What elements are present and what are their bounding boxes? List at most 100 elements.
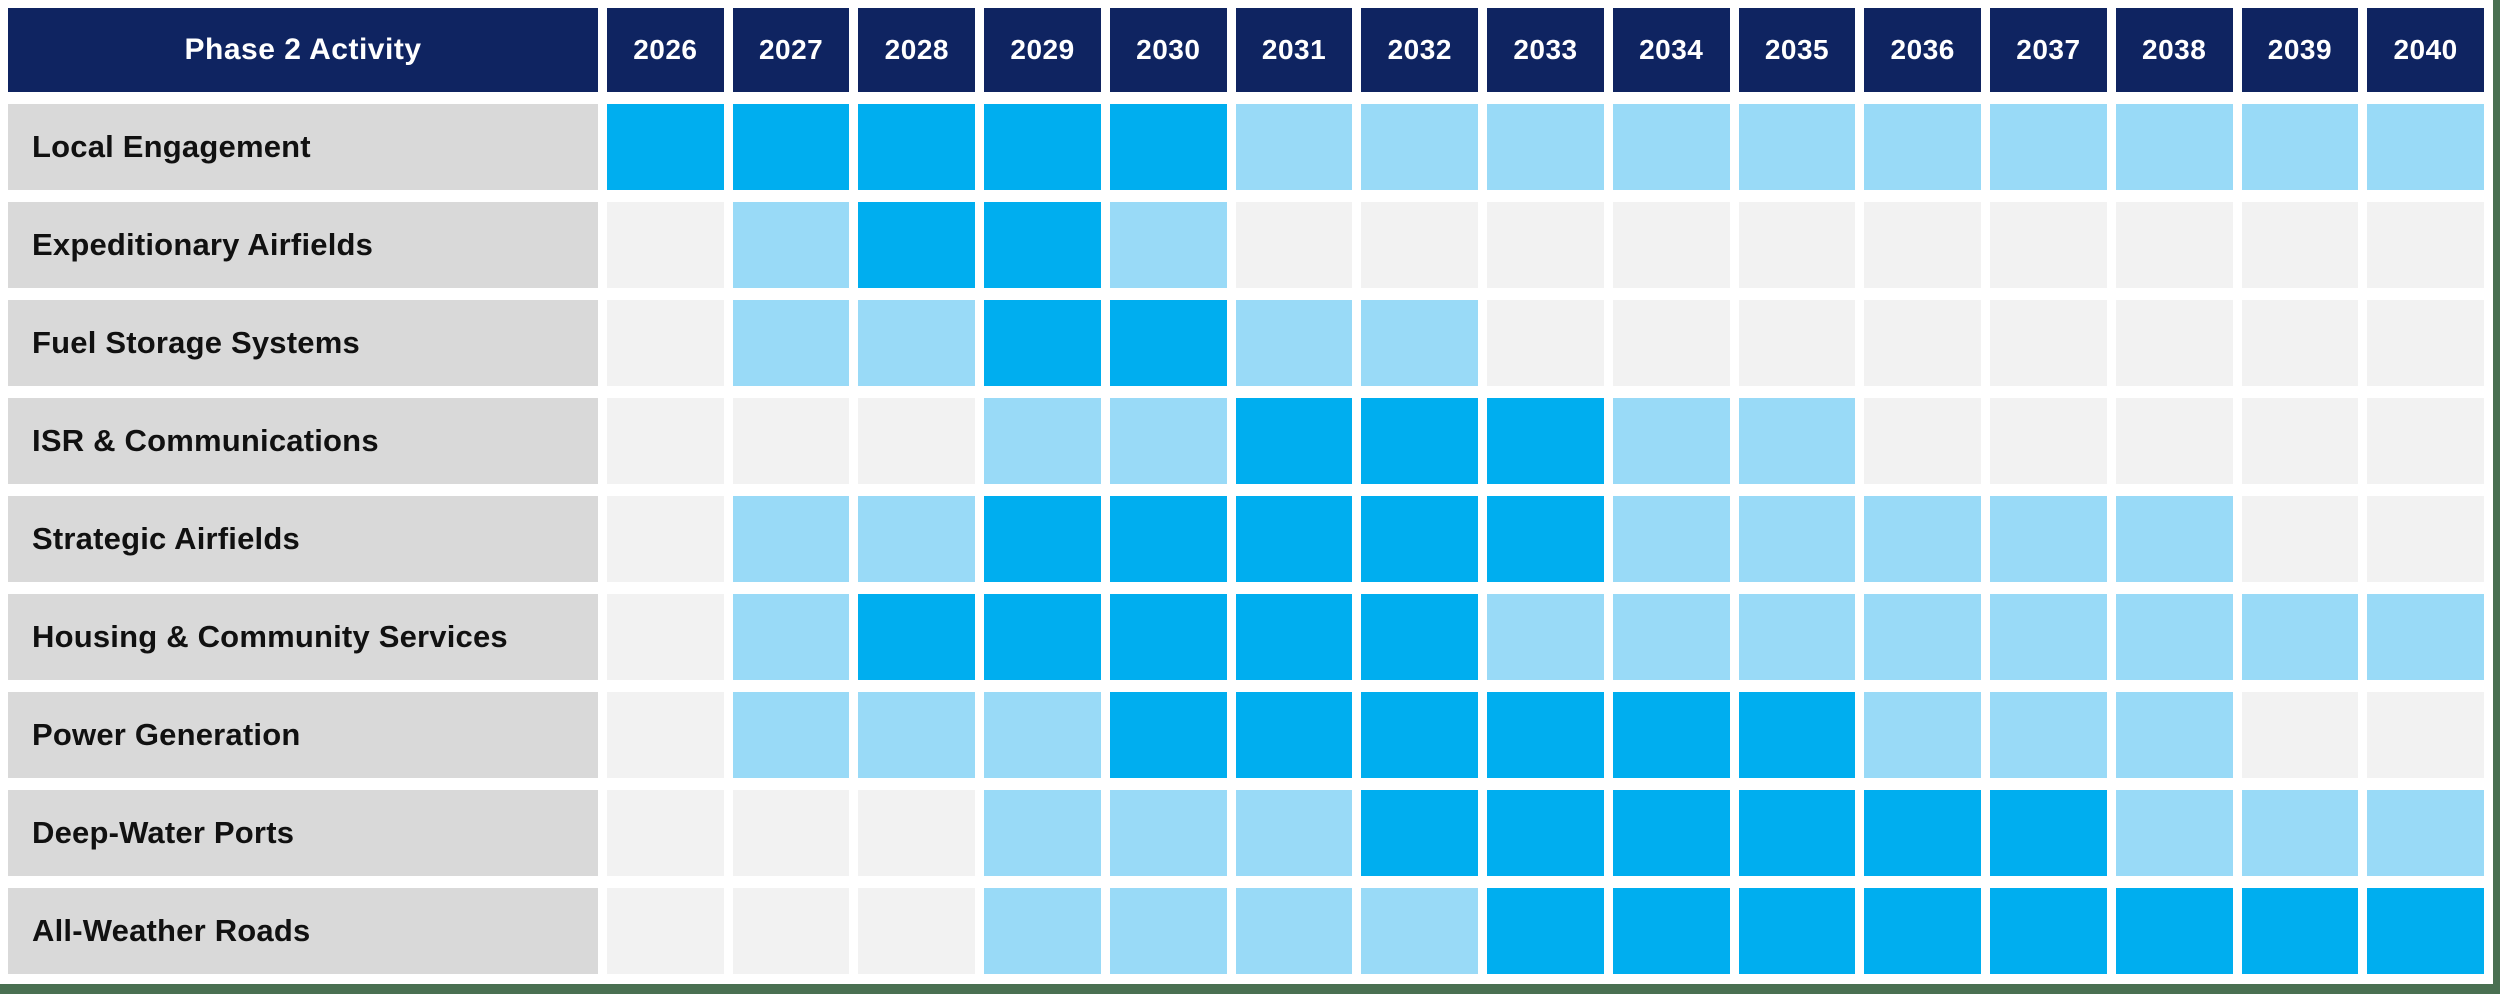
grid-cell-strategic-airfields-2035: [1738, 496, 1856, 582]
grid-cell-isr-communications-2035: [1738, 398, 1856, 484]
year-header-2032: 2032: [1361, 8, 1479, 92]
grid-cell-isr-communications-2026: [607, 398, 724, 484]
grid-cell-isr-communications-2029: [984, 398, 1101, 484]
grid-cell-strategic-airfields-2039: [2241, 496, 2359, 582]
grid-cell-fuel-storage-systems-2029: [984, 300, 1101, 386]
grid-cell-local-engagement-2034: [1612, 104, 1730, 190]
grid-cell-deep-water-ports-2028: [858, 790, 976, 876]
grid-cell-housing-community-services-2030: [1109, 594, 1227, 680]
grid-cell-isr-communications-2028: [858, 398, 976, 484]
grid-cell-housing-community-services-2026: [607, 594, 724, 680]
grid-cell-deep-water-ports-2035: [1738, 790, 1856, 876]
year-header-2027: 2027: [732, 8, 850, 92]
grid-cell-power-generation-2037: [1990, 692, 2107, 778]
grid-cell-power-generation-2032: [1361, 692, 1479, 778]
grid-cell-expeditionary-airfields-2038: [2115, 202, 2233, 288]
grid-cell-local-engagement-2035: [1738, 104, 1856, 190]
grid-cell-local-engagement-2037: [1990, 104, 2107, 190]
grid-cell-housing-community-services-2029: [984, 594, 1101, 680]
grid-cell-expeditionary-airfields-2030: [1109, 202, 1227, 288]
grid-cell-isr-communications-2036: [1864, 398, 1982, 484]
grid-cell-isr-communications-2040: [2367, 398, 2484, 484]
grid-cell-local-engagement-2032: [1361, 104, 1479, 190]
grid-cell-fuel-storage-systems-2039: [2241, 300, 2359, 386]
grid-cell-housing-community-services-2027: [732, 594, 850, 680]
grid-cell-local-engagement-2026: [607, 104, 724, 190]
grid-cell-power-generation-2038: [2115, 692, 2233, 778]
grid-cell-all-weather-roads-2037: [1990, 888, 2107, 974]
grid-cell-expeditionary-airfields-2031: [1235, 202, 1353, 288]
grid-cell-all-weather-roads-2040: [2367, 888, 2484, 974]
grid-cell-fuel-storage-systems-2026: [607, 300, 724, 386]
grid-cell-strategic-airfields-2040: [2367, 496, 2484, 582]
grid-cell-fuel-storage-systems-2033: [1487, 300, 1604, 386]
grid-cell-housing-community-services-2040: [2367, 594, 2484, 680]
grid-cell-expeditionary-airfields-2040: [2367, 202, 2484, 288]
grid-cell-expeditionary-airfields-2039: [2241, 202, 2359, 288]
green-border-bottom: [0, 984, 2500, 994]
grid-cell-expeditionary-airfields-2027: [732, 202, 850, 288]
grid-cell-fuel-storage-systems-2031: [1235, 300, 1353, 386]
grid-cell-local-engagement-2033: [1487, 104, 1604, 190]
grid-cell-isr-communications-2034: [1612, 398, 1730, 484]
row-label: All-Weather Roads: [8, 888, 598, 974]
grid-cell-expeditionary-airfields-2032: [1361, 202, 1479, 288]
grid-cell-strategic-airfields-2030: [1109, 496, 1227, 582]
grid-cell-deep-water-ports-2038: [2115, 790, 2233, 876]
grid-cell-all-weather-roads-2029: [984, 888, 1101, 974]
grid-cell-fuel-storage-systems-2037: [1990, 300, 2107, 386]
grid-cell-power-generation-2034: [1612, 692, 1730, 778]
row-label: Strategic Airfields: [8, 496, 598, 582]
grid-cell-power-generation-2039: [2241, 692, 2359, 778]
row-label: ISR & Communications: [8, 398, 598, 484]
row-label: Expeditionary Airfields: [8, 202, 598, 288]
grid-cell-isr-communications-2027: [732, 398, 850, 484]
grid-cell-fuel-storage-systems-2038: [2115, 300, 2233, 386]
grid-cell-fuel-storage-systems-2027: [732, 300, 850, 386]
grid-cell-expeditionary-airfields-2028: [858, 202, 976, 288]
grid-cell-strategic-airfields-2026: [607, 496, 724, 582]
grid-cell-deep-water-ports-2030: [1109, 790, 1227, 876]
grid-cell-deep-water-ports-2031: [1235, 790, 1353, 876]
grid-cell-all-weather-roads-2033: [1487, 888, 1604, 974]
grid-cell-local-engagement-2040: [2367, 104, 2484, 190]
grid-cell-strategic-airfields-2031: [1235, 496, 1353, 582]
grid-cell-strategic-airfields-2029: [984, 496, 1101, 582]
grid-cell-strategic-airfields-2032: [1361, 496, 1479, 582]
grid-cell-power-generation-2026: [607, 692, 724, 778]
grid-cell-expeditionary-airfields-2026: [607, 202, 724, 288]
year-header-2038: 2038: [2115, 8, 2233, 92]
grid-cell-deep-water-ports-2039: [2241, 790, 2359, 876]
grid-cell-local-engagement-2030: [1109, 104, 1227, 190]
grid-cell-fuel-storage-systems-2035: [1738, 300, 1856, 386]
grid-cell-expeditionary-airfields-2036: [1864, 202, 1982, 288]
grid-cell-isr-communications-2031: [1235, 398, 1353, 484]
grid-cell-housing-community-services-2037: [1990, 594, 2107, 680]
grid-cell-isr-communications-2030: [1109, 398, 1227, 484]
grid-cell-power-generation-2036: [1864, 692, 1982, 778]
grid-cell-all-weather-roads-2026: [607, 888, 724, 974]
grid-cell-strategic-airfields-2038: [2115, 496, 2233, 582]
year-header-2036: 2036: [1864, 8, 1982, 92]
row-label: Power Generation: [8, 692, 598, 778]
year-header-2034: 2034: [1612, 8, 1730, 92]
grid-cell-deep-water-ports-2029: [984, 790, 1101, 876]
grid-cell-housing-community-services-2031: [1235, 594, 1353, 680]
grid-cell-local-engagement-2031: [1235, 104, 1353, 190]
grid-cell-deep-water-ports-2037: [1990, 790, 2107, 876]
grid-cell-power-generation-2030: [1109, 692, 1227, 778]
grid-cell-deep-water-ports-2034: [1612, 790, 1730, 876]
year-header-2026: 2026: [607, 8, 724, 92]
grid-cell-all-weather-roads-2036: [1864, 888, 1982, 974]
grid-cell-local-engagement-2027: [732, 104, 850, 190]
grid-cell-all-weather-roads-2027: [732, 888, 850, 974]
grid-cell-local-engagement-2029: [984, 104, 1101, 190]
grid-cell-deep-water-ports-2032: [1361, 790, 1479, 876]
grid-cell-housing-community-services-2034: [1612, 594, 1730, 680]
grid-cell-fuel-storage-systems-2028: [858, 300, 976, 386]
grid-cell-deep-water-ports-2033: [1487, 790, 1604, 876]
row-label: Housing & Community Services: [8, 594, 598, 680]
year-header-2035: 2035: [1738, 8, 1856, 92]
grid-cell-power-generation-2033: [1487, 692, 1604, 778]
grid-cell-local-engagement-2039: [2241, 104, 2359, 190]
